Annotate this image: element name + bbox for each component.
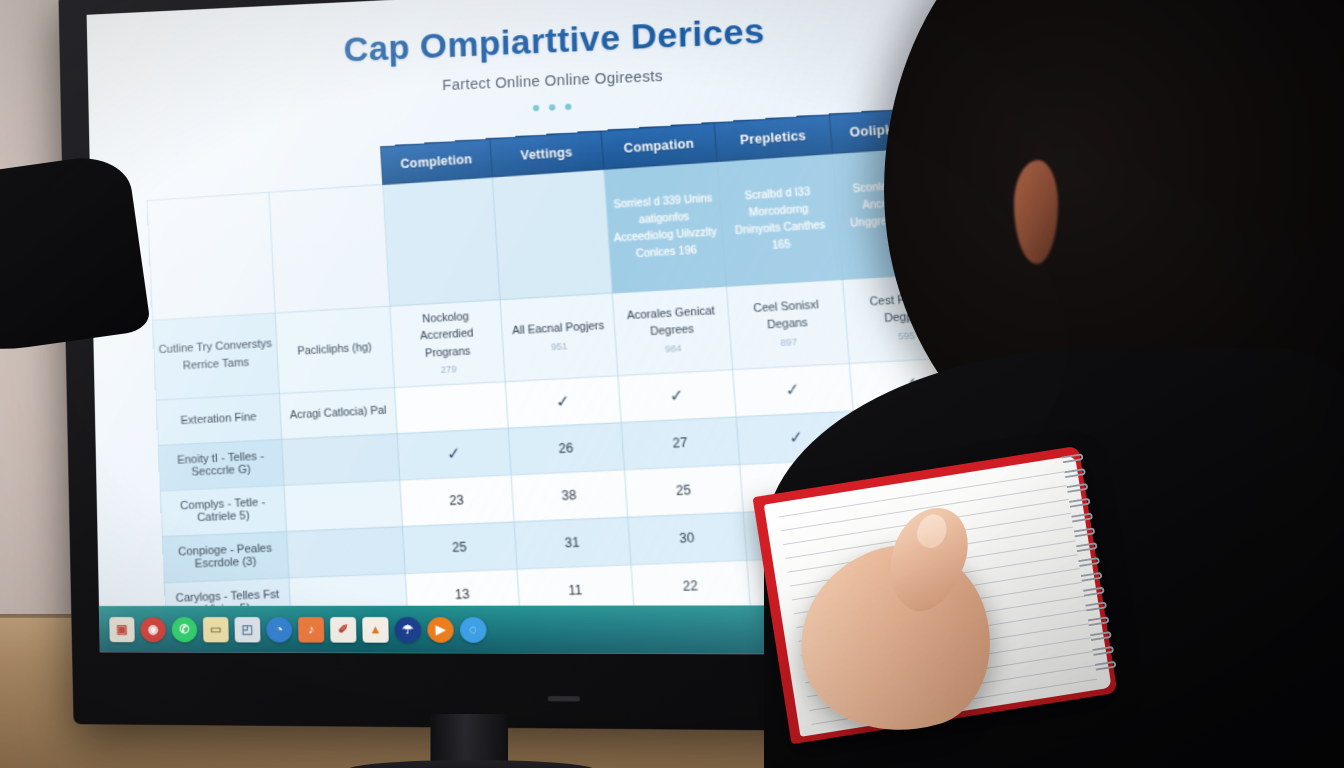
data-cell: 25 <box>402 521 518 574</box>
row-label-secondary <box>286 526 406 578</box>
description-number: 279 <box>440 363 458 375</box>
row-label-primary: Exteration Fine <box>156 393 282 446</box>
data-cell: 26 <box>508 422 625 475</box>
subheader-cell-2 <box>492 169 613 300</box>
notes-icon[interactable]: ▭ <box>202 616 229 642</box>
check-icon: ✓ <box>669 387 685 406</box>
data-cell: ✓ <box>617 369 737 423</box>
description-text: Nockolog Accrerdied Prograns <box>419 310 474 360</box>
description-cell-4: Ceel Sonisxl Degans 897 <box>726 279 850 370</box>
subheader-cell-3: Sorriesl d 339 Unins aatigonfos Acceedio… <box>603 161 727 294</box>
check-icon: ✓ <box>555 392 571 412</box>
description-cell-1: Nockolog Accrerdied Prograns 279 <box>389 299 506 388</box>
vlc-icon[interactable]: ▶ <box>427 616 454 643</box>
description-text: Ceel Sonisxl Degans <box>753 298 820 333</box>
row-label-secondary: Paclicliphs (hg) <box>275 306 395 394</box>
monitor-brand-logo <box>547 696 581 702</box>
row-label-secondary <box>281 433 400 486</box>
description-number: 897 <box>779 336 798 348</box>
check-icon: ✓ <box>784 381 801 401</box>
flame-icon[interactable]: ▲ <box>362 616 389 643</box>
row-label-secondary: Acragi Catlocia) Pal <box>279 387 398 440</box>
subheader-blank-2 <box>268 184 390 314</box>
data-cell: 23 <box>399 474 515 527</box>
data-cell: ✓ <box>397 427 512 480</box>
subheader-cell-1 <box>382 176 501 307</box>
pagination-dot[interactable] <box>564 103 572 111</box>
whatsapp-icon[interactable]: ✆ <box>171 616 198 642</box>
person-sleeve <box>0 151 152 365</box>
person-hand <box>778 496 1015 756</box>
check-icon: ✓ <box>446 445 462 464</box>
clock-icon[interactable]: ◔ <box>266 616 293 643</box>
description-number: 984 <box>664 342 682 355</box>
description-cell-3: Acorales Genicat Degrees 984 <box>612 286 733 376</box>
recorder-icon[interactable]: ◉ <box>140 616 166 642</box>
row-label-secondary <box>284 479 403 532</box>
data-cell: 30 <box>627 512 747 565</box>
description-text: Acorales Genicat Degrees <box>626 304 716 339</box>
weather-icon[interactable]: ☂ <box>394 616 422 643</box>
browser-icon[interactable]: ◌ <box>459 616 487 643</box>
subheader-cell-4: Scralbd d I33 Morcodorng Dninyoits Canth… <box>717 153 843 287</box>
description-text: All Eacnal Pogjers <box>511 319 605 338</box>
pagination-dot[interactable] <box>548 104 556 111</box>
data-cell <box>394 381 509 434</box>
pagination-dot[interactable] <box>532 104 540 112</box>
data-cell: ✓ <box>732 363 854 417</box>
gallery-icon[interactable]: ◰ <box>234 616 261 642</box>
data-cell: 25 <box>624 464 744 517</box>
paint-icon[interactable]: ✐ <box>329 616 357 643</box>
row-label-primary: Cutline Try Converstys Rerrice Tams <box>152 313 280 400</box>
photos-icon[interactable]: ▣ <box>109 616 135 642</box>
check-icon: ✓ <box>788 428 805 448</box>
row-label-primary: Complys - Tetle - Catriele 5) <box>160 485 287 537</box>
subheader-blank-1 <box>147 192 276 321</box>
data-cell: 38 <box>511 469 628 522</box>
data-cell: 27 <box>621 416 740 470</box>
row-label-primary: Enoity tI - Telles - Secccrle G) <box>158 439 285 491</box>
description-cell-2: All Eacnal Pogjers 951 <box>500 293 618 382</box>
data-cell: ✓ <box>505 375 622 428</box>
music-icon[interactable]: ♪ <box>297 616 325 643</box>
description-number: 951 <box>550 340 568 352</box>
row-label-primary: Conpioge - Peales Escrdole (3) <box>162 531 289 583</box>
monitor-stand-base <box>346 760 596 768</box>
data-cell: 31 <box>514 516 631 569</box>
